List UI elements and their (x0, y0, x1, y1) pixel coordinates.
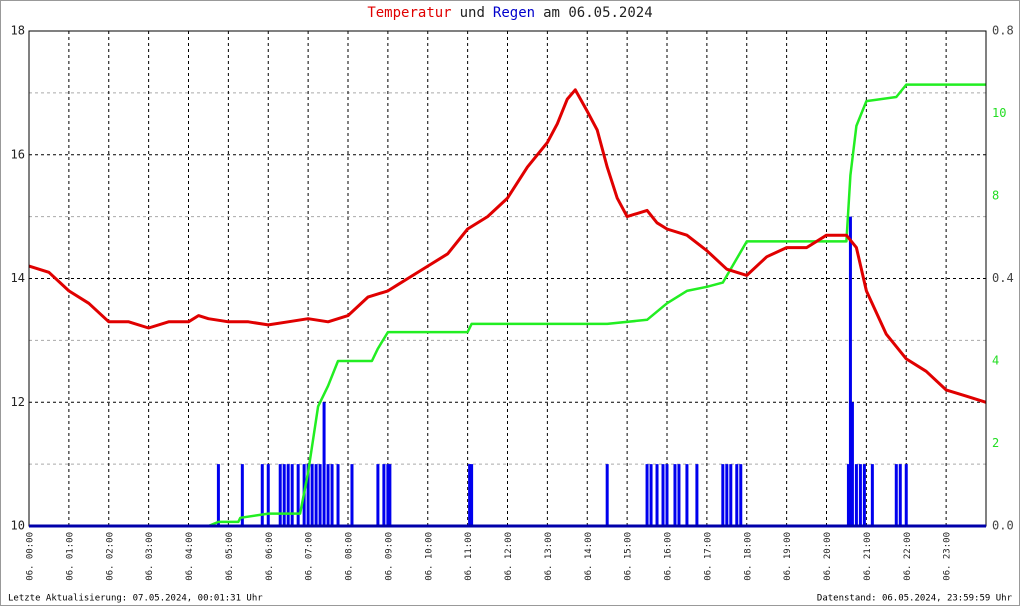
rain-bar (336, 464, 340, 526)
rain-bar (655, 464, 659, 526)
y2-tick-label: 0.4 (992, 271, 1014, 285)
rain-bar (904, 464, 908, 526)
rain-bar (386, 464, 390, 526)
x-tick-label: 06. 20:00 (823, 532, 833, 581)
y2-tick-label: 0.0 (992, 519, 1014, 533)
rain-bar (739, 464, 743, 526)
x-tick-label: 06. 06:00 (265, 532, 275, 581)
rain-bar (310, 464, 314, 526)
x-tick-label: 06. 07:00 (305, 532, 315, 581)
rain-bar (260, 464, 264, 526)
x-tick-label: 06. 03:00 (145, 532, 155, 581)
rain-bar (721, 464, 725, 526)
rain-bar (326, 464, 330, 526)
rain-bar (898, 464, 902, 526)
y3-tick-label: 10 (992, 106, 1006, 120)
x-tick-label: 06. 04:00 (185, 532, 195, 581)
rain-bar (278, 464, 282, 526)
x-tick-label: 06. 14:00 (584, 532, 594, 581)
rain-bar (729, 464, 733, 526)
x-tick-label: 06. 22:00 (903, 532, 913, 581)
x-tick-label: 06. 21:00 (863, 532, 873, 581)
x-tick-label: 06. 17:00 (703, 532, 713, 581)
x-tick-label: 06. 15:00 (624, 532, 634, 581)
rain-bar (846, 464, 850, 526)
x-tick-label: 06. 16:00 (664, 532, 674, 581)
y3-tick-label: 8 (992, 189, 999, 203)
series-line (207, 83, 986, 528)
rain-bar (376, 464, 380, 526)
x-tick-label: 06. 08:00 (345, 532, 355, 581)
y-tick-label: 10 (11, 519, 25, 533)
rain-bar (665, 464, 669, 526)
rain-bar (266, 464, 270, 526)
y-tick-label: 16 (11, 147, 25, 161)
y-tick-label: 18 (11, 24, 25, 38)
rain-bar (862, 464, 866, 526)
x-tick-label: 06. 01:00 (65, 532, 75, 581)
rain-bar (848, 216, 852, 526)
rain-bar (290, 464, 294, 526)
rain-bar (870, 464, 874, 526)
y3-tick-label: 2 (992, 436, 999, 450)
rain-bar (850, 402, 854, 526)
series-line (28, 88, 987, 404)
rain-bar (314, 464, 318, 526)
x-tick-label: 06. 10:00 (424, 532, 434, 581)
rain-bar (685, 464, 689, 526)
rain-bar (318, 464, 322, 526)
rain-bar (894, 464, 898, 526)
rain-bar (605, 464, 609, 526)
x-tick-label: 06. 11:00 (464, 532, 474, 581)
title-part: Temperatur (367, 5, 451, 21)
rain-bar (306, 464, 310, 526)
x-tick-label: 06. 12:00 (504, 532, 514, 581)
rain-bar (296, 464, 300, 526)
rain-bar (322, 402, 326, 526)
footer-left: Letzte Aktualisierung: 07.05.2024, 00:01… (8, 594, 263, 604)
x-tick-label: 06. 23:00 (943, 532, 953, 581)
x-tick-label: 06. 05:00 (225, 532, 235, 581)
footer-right: Datenstand: 06.05.2024, 23:59:59 Uhr (817, 594, 1013, 604)
rain-bar (286, 464, 290, 526)
x-tick-label: 06. 13:00 (544, 532, 554, 581)
chart-title: Temperatur und Regen am 06.05.2024 (367, 5, 652, 21)
rain-bar (735, 464, 739, 526)
rain-bar (470, 464, 474, 526)
y-tick-label: 12 (11, 395, 25, 409)
rain-bar (661, 464, 665, 526)
rain-bar (673, 464, 677, 526)
x-tick-label: 06. 19:00 (783, 532, 793, 581)
rain-bar (216, 464, 220, 526)
title-part: und (460, 5, 485, 21)
rain-bar (282, 464, 286, 526)
x-tick-label: 06. 09:00 (384, 532, 394, 581)
title-part: Regen (493, 5, 535, 21)
rain-bar (350, 464, 354, 526)
x-tick-label: 06. 00:00 (26, 532, 36, 581)
rain-bar (858, 464, 862, 526)
y3-tick-label: 4 (992, 354, 999, 368)
rain-bar (695, 464, 699, 526)
rain-bar (382, 464, 386, 526)
rain-bar (330, 464, 334, 526)
rain-bar (388, 464, 392, 526)
rain-bar (677, 464, 681, 526)
x-tick-label: 06. 02:00 (105, 532, 115, 581)
rain-bar (468, 464, 472, 526)
rain-bar (854, 464, 858, 526)
rain-bar (645, 464, 649, 526)
y2-tick-label: 0.8 (992, 24, 1014, 38)
y-tick-label: 14 (11, 271, 25, 285)
rain-bar (649, 464, 653, 526)
x-tick-label: 06. 18:00 (743, 532, 753, 581)
rain-bar (725, 464, 729, 526)
rain-bar (240, 464, 244, 526)
title-part: am 06.05.2024 (543, 5, 653, 21)
